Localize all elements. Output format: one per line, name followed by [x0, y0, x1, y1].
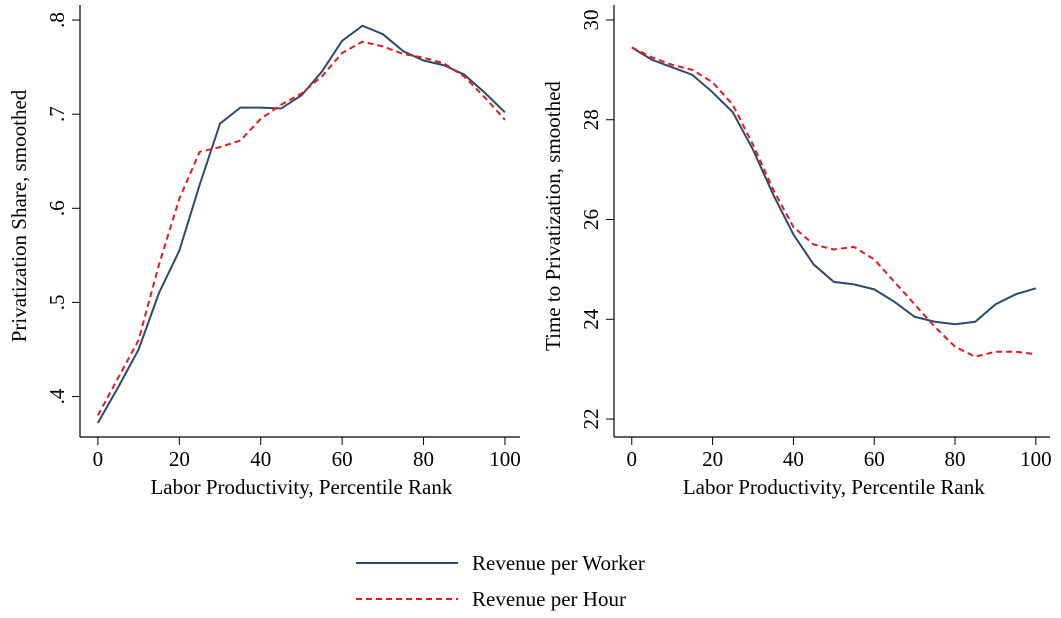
legend-label: Revenue per Worker: [472, 551, 645, 575]
y-tick-label: .7: [45, 106, 69, 122]
y-tick-label: 30: [579, 9, 603, 30]
x-tick-label: 40: [783, 447, 804, 471]
x-tick-label: 100: [489, 447, 521, 471]
line-series: [631, 46, 1037, 326]
y-tick-label: 26: [579, 209, 603, 230]
y-tick-label: 28: [579, 109, 603, 130]
y-axis-label: Time to Privatization, smoothed: [541, 81, 565, 351]
x-tick-label: 40: [250, 447, 271, 471]
x-tick-label: 0: [627, 447, 638, 471]
y-tick-label: .8: [45, 12, 69, 28]
x-tick-label: 80: [945, 447, 966, 471]
x-tick-label: 20: [169, 447, 190, 471]
x-tick-label: 20: [702, 447, 723, 471]
line-series: [97, 24, 506, 424]
y-tick-label: 22: [579, 409, 603, 430]
x-tick-label: 0: [93, 447, 104, 471]
legend-label: Revenue per Hour: [472, 587, 626, 611]
x-tick-label: 60: [864, 447, 885, 471]
line-series: [631, 46, 1036, 358]
y-tick-label: 24: [579, 308, 603, 330]
y-tick-label: .4: [45, 388, 69, 404]
x-axis-label: Labor Productivity, Percentile Rank: [150, 475, 452, 499]
line-series: [97, 40, 506, 416]
y-tick-label: .5: [45, 295, 69, 311]
x-tick-label: 100: [1020, 447, 1052, 471]
y-axis-label: Privatization Share, smoothed: [7, 89, 31, 342]
x-tick-label: 60: [332, 447, 353, 471]
x-tick-label: 80: [413, 447, 434, 471]
y-tick-label: .6: [45, 200, 69, 216]
x-axis-label: Labor Productivity, Percentile Rank: [683, 475, 985, 499]
